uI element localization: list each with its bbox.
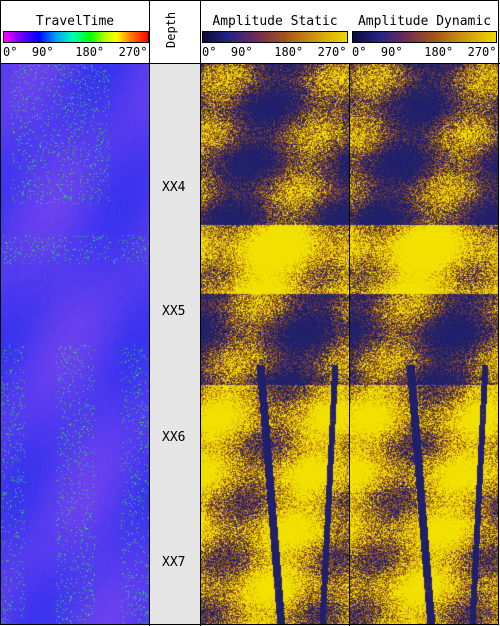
traveltime-header: TravelTime 0° 90° 180° 270° 0° [0, 0, 169, 64]
traveltime-colorbar [3, 31, 149, 43]
traveltime-image [0, 64, 150, 625]
amp-static-image [200, 64, 350, 625]
separator-1 [149, 0, 150, 626]
depth-label-xx4: XX4 [162, 180, 186, 195]
amp-dynamic-image-track [350, 64, 499, 625]
amp-static-image-track [200, 64, 350, 625]
traveltime-ticks: 0° 90° 180° 270° 0° [3, 45, 170, 59]
traveltime-image-track [0, 64, 150, 625]
separator-2 [200, 0, 201, 626]
header-bottom-line [0, 63, 500, 64]
amp-dynamic-image [350, 64, 499, 625]
amp-static-header: Amplitude Static 0° 90° 180° 270° 0° [200, 0, 368, 64]
amp-dynamic-header: Amplitude Dynamic 0° 90° 180° 270° 0° [350, 0, 499, 64]
depth-header: Depth [150, 0, 200, 64]
amp-dynamic-colorbar [352, 31, 497, 43]
amp-static-title: Amplitude Static [212, 14, 338, 29]
traveltime-title: TravelTime [35, 14, 115, 29]
depth-track: XX4 XX5 XX6 XX7 [150, 64, 200, 625]
amp-dynamic-ticks: 0° 90° 180° 270° 0° [352, 45, 497, 59]
amp-static-colorbar [202, 31, 348, 43]
depth-label-xx5: XX5 [162, 304, 186, 319]
depth-label-xx6: XX6 [162, 430, 186, 445]
amp-dynamic-title: Amplitude Dynamic [357, 14, 492, 29]
depth-label-xx7: XX7 [162, 555, 186, 570]
separator-3 [349, 64, 350, 626]
